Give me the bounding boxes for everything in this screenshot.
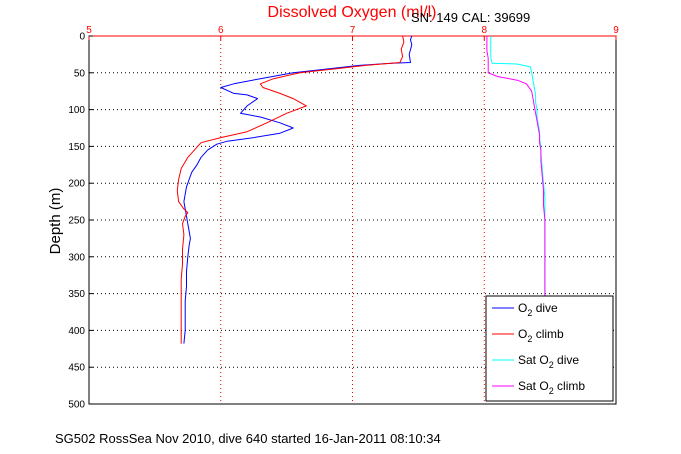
- series-group: [176, 35, 546, 344]
- x-tick-label: 5: [86, 25, 92, 36]
- legend-label: O2 dive: [518, 301, 558, 318]
- serial-calibration-info: SN: 149 CAL: 39699: [411, 10, 530, 25]
- dive-footer-text: SG502 RossSea Nov 2010, dive 640 started…: [55, 431, 441, 446]
- y-tick-label: 450: [68, 363, 85, 374]
- y-tick-label: 300: [68, 252, 85, 263]
- y-tick-label: 100: [68, 105, 85, 116]
- x-tick-label: 8: [481, 25, 487, 36]
- y-tick-label: 500: [68, 400, 85, 411]
- y-tick-label: 250: [68, 216, 85, 227]
- x-tick-label: 9: [613, 25, 619, 36]
- y-tick-label: 150: [68, 142, 85, 153]
- y-tick-label: 400: [68, 326, 85, 337]
- series-line-o2-dive: [183, 35, 413, 344]
- y-axis-label: Depth (m): [47, 188, 64, 255]
- y-tick-label: 0: [79, 32, 85, 43]
- series-line-sat-o2-climb: [486, 36, 546, 298]
- y-axis-left: 0 50 100 150 200 250 300 350 400 450 500: [68, 32, 93, 411]
- legend-label: Sat O2 climb: [518, 379, 585, 396]
- legend-box: [485, 295, 614, 402]
- legend-label: Sat O2 dive: [518, 353, 579, 370]
- legend: O2 dive O2 climb Sat O2 dive Sat O2 climb: [485, 295, 614, 402]
- y-tick-label: 200: [68, 179, 85, 190]
- x-tick-label: 6: [218, 25, 224, 36]
- y-tick-label: 350: [68, 289, 85, 300]
- legend-label: O2 climb: [518, 327, 564, 344]
- x-axis-top: 5 6 7 8 9: [86, 25, 619, 40]
- grid-lines: [89, 36, 616, 404]
- chart-title: Dissolved Oxygen (ml/l): [268, 4, 437, 21]
- y-tick-label: 50: [74, 68, 86, 79]
- x-tick-label: 7: [350, 25, 356, 36]
- series-line-o2-climb: [176, 35, 405, 344]
